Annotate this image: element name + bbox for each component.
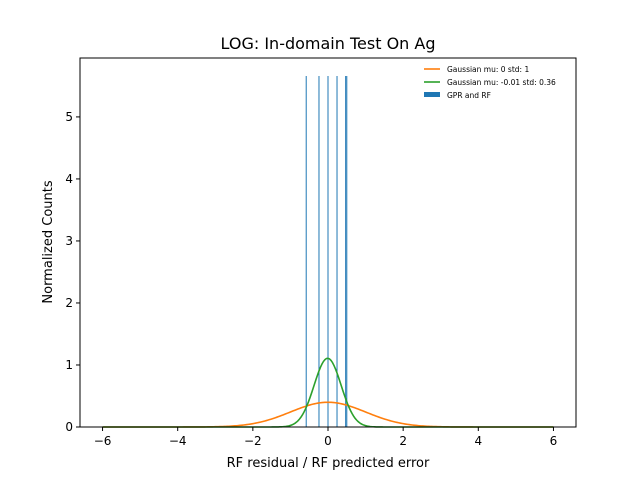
x-tick-label: 6 bbox=[550, 434, 558, 448]
x-tick-label: −4 bbox=[169, 434, 187, 448]
legend-label-1: Gaussian mu: 0 std: 1 bbox=[447, 65, 529, 74]
plot-area bbox=[102, 75, 554, 428]
y-tick-label: 1 bbox=[65, 358, 73, 372]
legend: Gaussian mu: 0 std: 1 Gaussian mu: -0.01 … bbox=[424, 65, 556, 100]
x-tick-label: −6 bbox=[94, 434, 112, 448]
y-tick-label: 2 bbox=[65, 296, 73, 310]
x-tick-label: 4 bbox=[474, 434, 482, 448]
y-tick-label: 4 bbox=[65, 172, 73, 186]
chart-title: LOG: In-domain Test On Ag bbox=[221, 34, 436, 53]
x-tick-label: 2 bbox=[399, 434, 407, 448]
x-tick-label: 0 bbox=[324, 434, 332, 448]
y-tick-label: 0 bbox=[65, 420, 73, 434]
x-axis-label: RF residual / RF predicted error bbox=[227, 456, 430, 471]
legend-swatch-3 bbox=[424, 92, 440, 97]
legend-label-3: GPR and RF bbox=[447, 91, 491, 100]
y-tick-label: 5 bbox=[65, 110, 73, 124]
x-tick-label: −2 bbox=[244, 434, 262, 448]
y-axis-label: Normalized Counts bbox=[41, 180, 56, 303]
legend-label-2: Gaussian mu: -0.01 std: 0.36 bbox=[447, 78, 556, 87]
y-tick-label: 3 bbox=[65, 234, 73, 248]
